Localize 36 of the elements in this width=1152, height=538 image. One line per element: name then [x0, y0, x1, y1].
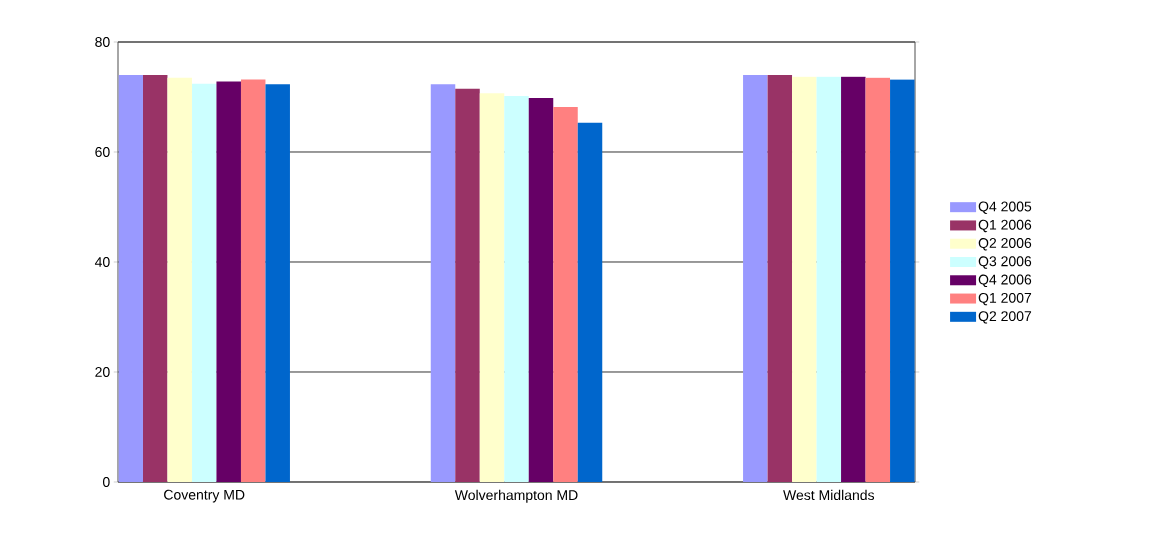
legend-label: Q4 2005 — [978, 201, 1032, 214]
y-tick-label: 60 — [95, 147, 110, 157]
y-tick-label: 20 — [95, 367, 110, 377]
x-tick-label: Wolverhampton MD — [454, 489, 578, 503]
legend-label: Q2 2006 — [978, 238, 1032, 251]
bar — [890, 79, 915, 482]
y-tick-label: 40 — [94, 257, 110, 267]
legend-label: Q1 2006 — [978, 219, 1032, 233]
bar — [167, 77, 192, 482]
bar — [553, 106, 578, 482]
bar — [191, 83, 217, 482]
y-tick-label: 0 — [102, 477, 110, 487]
legend-label: Q1 2007 — [978, 292, 1032, 306]
bar — [479, 93, 505, 482]
bar — [265, 84, 290, 482]
x-tick-label: Coventry MD — [164, 489, 245, 503]
bar — [743, 75, 768, 482]
x-tick-label: West Midlands — [783, 489, 875, 501]
bar — [216, 81, 241, 482]
bar — [816, 76, 842, 482]
legend-label: Q4 2006 — [978, 274, 1032, 288]
y-tick-label: 80 — [95, 37, 110, 47]
bar — [865, 77, 891, 482]
bar — [504, 95, 529, 482]
bar — [240, 79, 266, 482]
bar — [767, 75, 793, 482]
bar — [430, 84, 456, 482]
bar — [577, 122, 603, 482]
legend-label: Q3 2006 — [978, 256, 1032, 269]
bar — [455, 88, 480, 482]
bar — [841, 76, 866, 482]
bar — [792, 76, 817, 482]
bar — [528, 98, 554, 482]
legend-label: Q2 2007 — [978, 311, 1032, 324]
bar — [142, 75, 168, 482]
bar — [118, 75, 143, 482]
